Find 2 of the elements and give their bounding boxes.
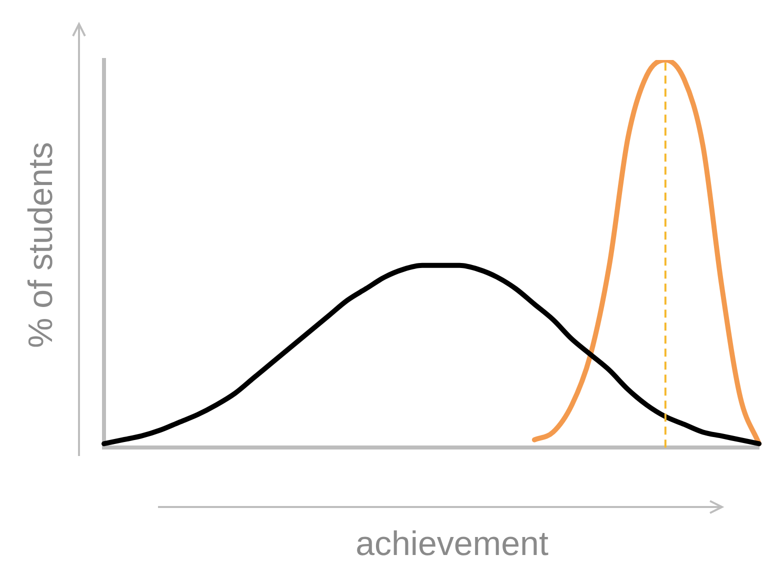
y-axis-title: % of students [21,141,61,350]
x-axis-title: achievement [354,524,550,564]
